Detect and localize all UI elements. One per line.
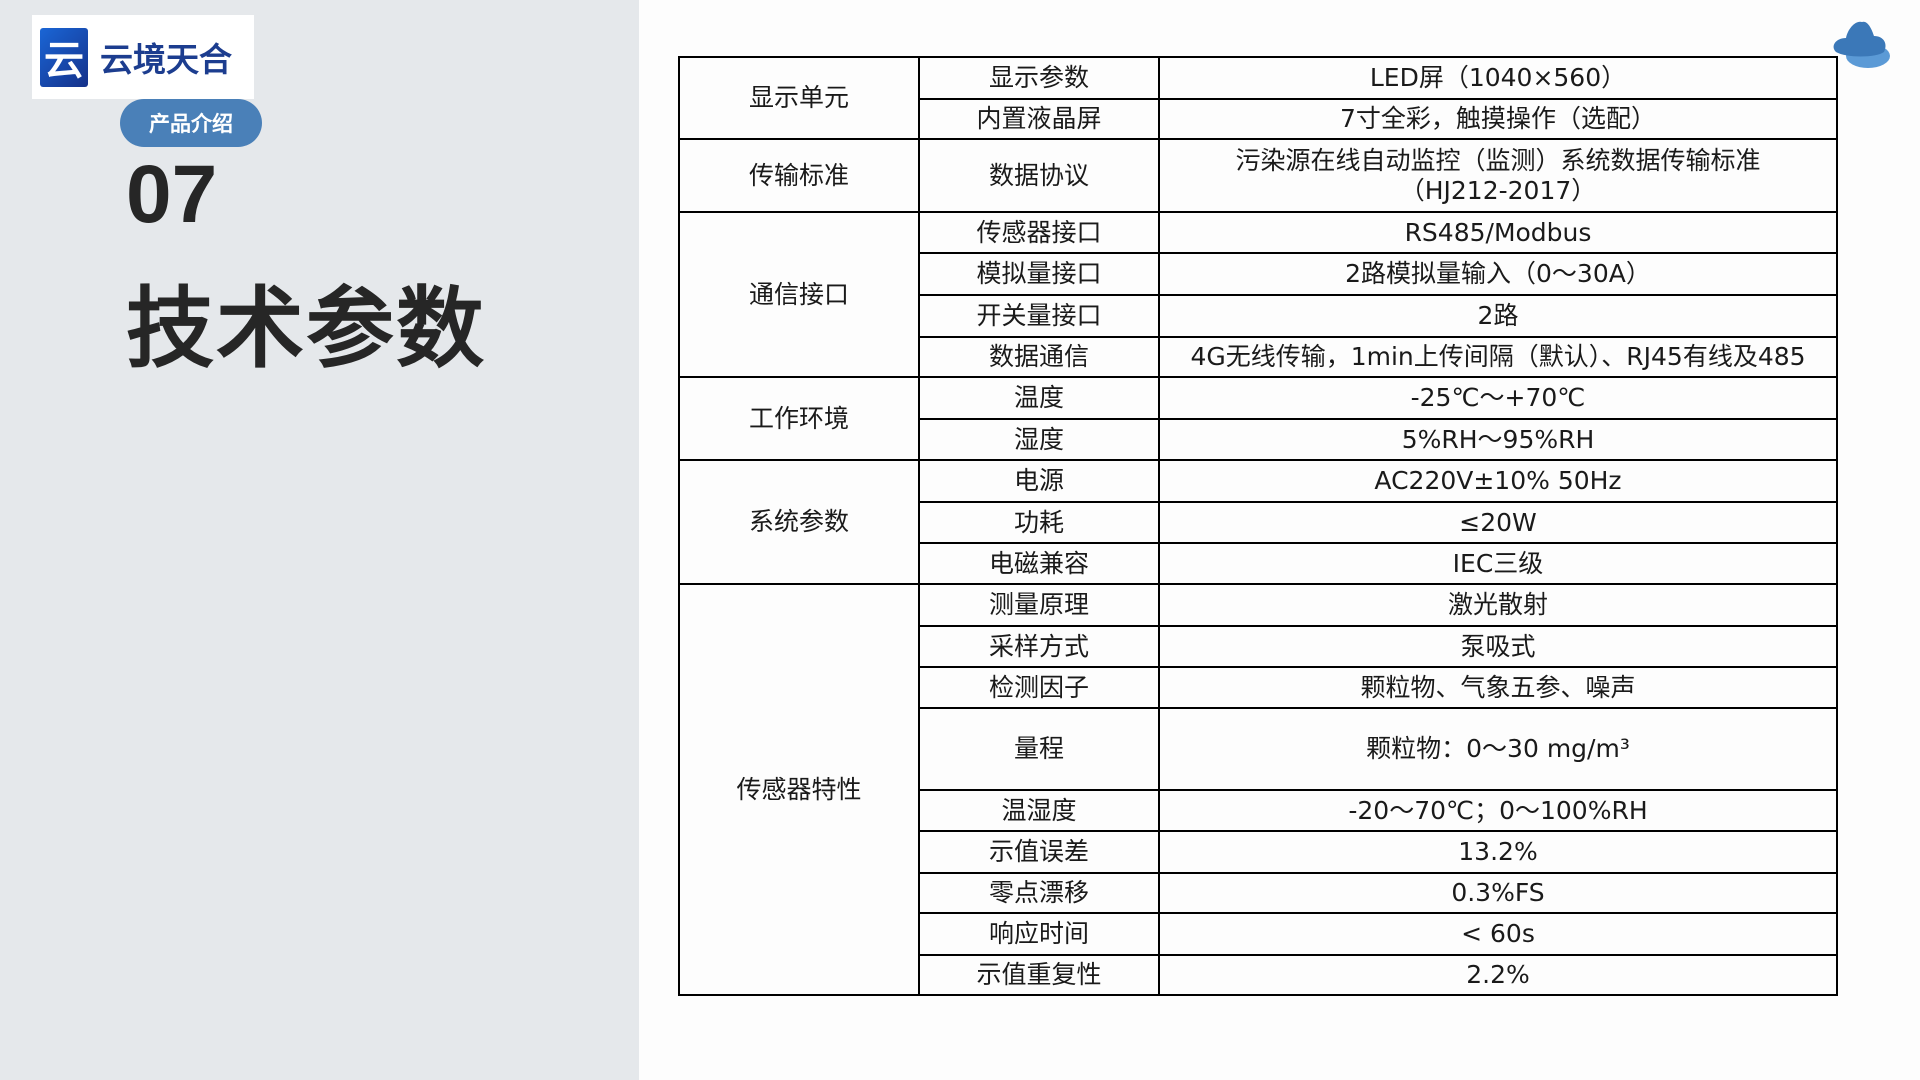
category-cell: 传感器特性 xyxy=(678,583,920,996)
value-cell: RS485/Modbus xyxy=(1158,211,1838,254)
left-panel: 云 云境天合 产品介绍 07 技术参数 xyxy=(0,0,639,1080)
param-cell: 显示参数 xyxy=(918,56,1160,100)
param-cell: 采样方式 xyxy=(918,625,1160,668)
param-cell: 数据通信 xyxy=(918,336,1160,378)
page-title: 技术参数 xyxy=(126,277,487,380)
category-cell: 显示单元 xyxy=(678,56,920,140)
spec-table: 显示单元 显示参数 LED屏（1040×560） 内置液晶屏 7寸全彩，触摸操作（选配）… xyxy=(678,56,1838,996)
value-cell: 颗粒物：0～30 mg/m³ xyxy=(1158,707,1838,791)
logo-mark: 云 xyxy=(40,27,88,87)
brand-name: 云境天合 xyxy=(100,40,232,79)
table-row: 电磁兼容 IEC三级 xyxy=(679,542,1838,585)
value-cell: 7寸全彩，触摸操作（选配） xyxy=(1158,98,1838,140)
table-row: 响应时间 < 60s xyxy=(679,912,1838,956)
value-cell: LED屏（1040×560） xyxy=(1158,56,1838,100)
table-row: 采样方式 泵吸式 xyxy=(679,625,1838,668)
table-row: 工作环境 温度 -25℃～+70℃ xyxy=(678,376,1838,461)
param-cell: 模拟量接口 xyxy=(918,252,1160,296)
table-row: 检测因子 颗粒物、气象五参、噪声 xyxy=(679,666,1838,709)
value-cell: 泵吸式 xyxy=(1158,625,1838,668)
table-row: 示值重复性 2.2% xyxy=(679,954,1838,996)
value-cell: IEC三级 xyxy=(1158,542,1838,585)
category-cell: 工作环境 xyxy=(678,376,920,461)
param-cell: 测量原理 xyxy=(918,583,1160,627)
cloud-icon xyxy=(1833,21,1890,68)
param-cell: 传感器接口 xyxy=(918,211,1160,254)
param-cell: 电源 xyxy=(918,459,1160,503)
table-row: 传输标准 数据协议 污染源在线自动监控（监测）系统数据传输标准（HJ212-2017… xyxy=(678,138,1838,213)
param-cell: 示值重复性 xyxy=(918,954,1160,996)
table-row: 传感器特性 测量原理 激光散射 xyxy=(678,583,1838,996)
value-cell: -20～70℃；0～100%RH xyxy=(1158,789,1838,832)
param-cell: 功耗 xyxy=(918,501,1160,544)
param-cell: 内置液晶屏 xyxy=(918,98,1160,140)
value-cell: ≤20W xyxy=(1158,501,1838,544)
value-cell: -25℃～+70℃ xyxy=(1158,376,1838,420)
value-cell: 颗粒物、气象五参、噪声 xyxy=(1158,666,1838,709)
value-cell: 2路 xyxy=(1158,294,1838,338)
table-row: 零点漂移 0.3%FS xyxy=(679,872,1838,914)
param-cell: 温湿度 xyxy=(918,789,1160,832)
value-cell: 0.3%FS xyxy=(1158,872,1838,914)
param-cell: 数据协议 xyxy=(918,138,1160,213)
category-cell: 传输标准 xyxy=(678,138,920,213)
table-row: 温湿度 -20～70℃；0～100%RH xyxy=(679,789,1838,832)
param-cell: 湿度 xyxy=(918,418,1160,461)
value-cell: AC220V±10% 50Hz xyxy=(1158,459,1838,503)
category-cell: 系统参数 xyxy=(678,459,920,585)
param-cell: 检测因子 xyxy=(918,666,1160,709)
value-cell: 13.2% xyxy=(1158,830,1838,874)
value-cell: 激光散射 xyxy=(1158,583,1838,627)
value-cell: 2.2% xyxy=(1158,954,1838,996)
table-row: 量程 颗粒物：0～30 mg/m³ xyxy=(679,707,1838,791)
param-cell: 零点漂移 xyxy=(918,872,1160,914)
param-cell: 示值误差 xyxy=(918,830,1160,874)
table-row: 显示单元 显示参数 LED屏（1040×560） xyxy=(678,56,1838,140)
value-cell: 2路模拟量输入（0～30A） xyxy=(1158,252,1838,296)
value-cell: 4G无线传输，1min上传间隔（默认）、RJ45有线及485 xyxy=(1158,336,1838,378)
brand-logo: 云 云境天合 xyxy=(32,15,254,99)
param-cell: 电磁兼容 xyxy=(918,542,1160,585)
param-cell: 温度 xyxy=(918,376,1160,420)
table-row: 模拟量接口 2路模拟量输入（0～30A） xyxy=(679,252,1838,296)
value-cell: 污染源在线自动监控（监测）系统数据传输标准（HJ212-2017） xyxy=(1158,138,1838,213)
section-number: 07 xyxy=(126,149,218,240)
table-row: 通信接口 传感器接口 RS485/Modbus xyxy=(678,211,1838,378)
table-row: 数据通信 4G无线传输，1min上传间隔（默认）、RJ45有线及485 xyxy=(679,336,1838,378)
section-badge: 产品介绍 xyxy=(120,99,262,147)
param-cell: 响应时间 xyxy=(918,912,1160,956)
param-cell: 量程 xyxy=(918,707,1160,791)
table-row: 系统参数 电源 AC220V±10% 50Hz xyxy=(678,459,1838,585)
table-row: 示值误差 13.2% xyxy=(679,830,1838,874)
table-row: 湿度 5%RH～95%RH xyxy=(679,418,1838,461)
category-cell: 通信接口 xyxy=(678,211,920,378)
table-row: 功耗 ≤20W xyxy=(679,501,1838,544)
param-cell: 开关量接口 xyxy=(918,294,1160,338)
value-cell: < 60s xyxy=(1158,912,1838,956)
table-row: 内置液晶屏 7寸全彩，触摸操作（选配） xyxy=(679,98,1838,140)
value-cell: 5%RH～95%RH xyxy=(1158,418,1838,461)
table-row: 开关量接口 2路 xyxy=(679,294,1838,338)
